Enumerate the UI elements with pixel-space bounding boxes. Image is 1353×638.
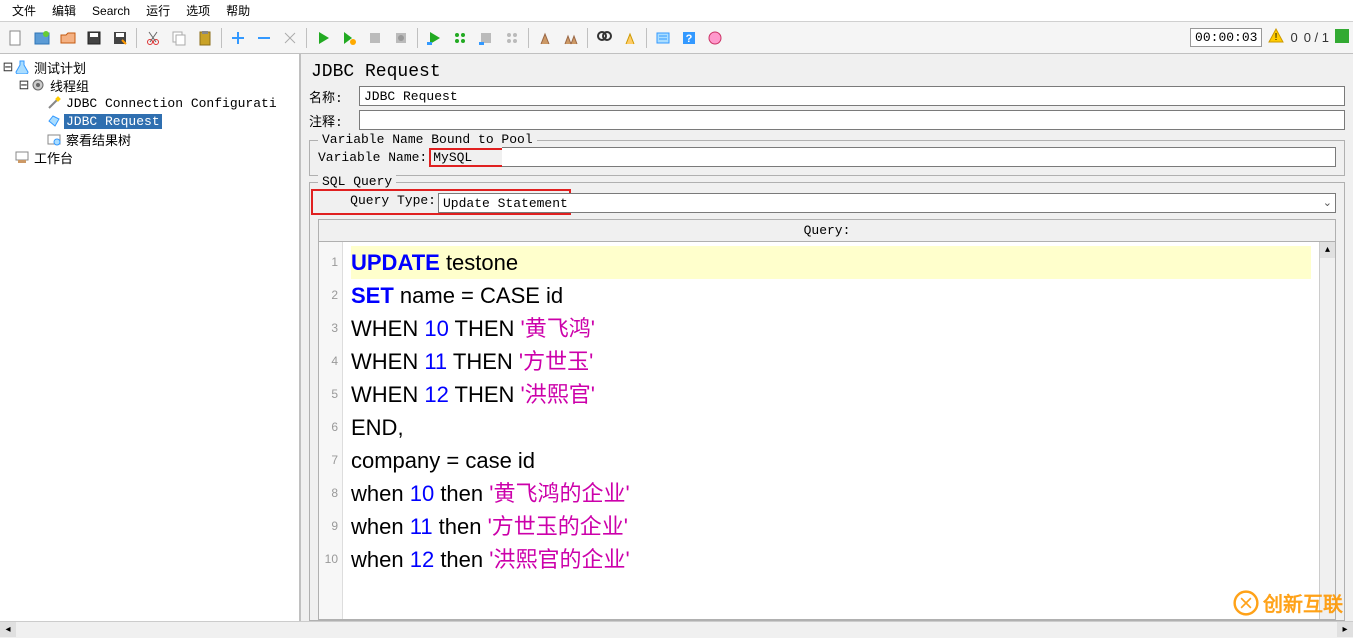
vertical-scrollbar[interactable]: ▴ — [1319, 242, 1335, 619]
panel-title: JDBC Request — [301, 54, 1353, 86]
remote-start-all-icon[interactable] — [448, 26, 472, 50]
scroll-right-icon[interactable]: ▸ — [1337, 622, 1353, 637]
templates-icon[interactable] — [30, 26, 54, 50]
save-icon[interactable] — [82, 26, 106, 50]
help-icon[interactable]: ? — [677, 26, 701, 50]
save-as-icon[interactable] — [108, 26, 132, 50]
shutdown-icon[interactable] — [389, 26, 413, 50]
workbench-icon — [14, 149, 30, 165]
toggle-icon[interactable] — [278, 26, 302, 50]
scroll-left-icon[interactable]: ◂ — [0, 622, 16, 637]
tree-spacer — [2, 150, 14, 165]
svg-text:?: ? — [686, 33, 693, 45]
comment-label: 注释: — [309, 111, 359, 130]
warning-icon: ! — [1268, 28, 1284, 47]
tree-thread-group[interactable]: 线程组 — [48, 76, 91, 95]
paste-icon[interactable] — [193, 26, 217, 50]
listener-icon — [46, 131, 62, 147]
stop-icon[interactable] — [363, 26, 387, 50]
code-area[interactable]: UPDATE testoneSET name = CASE idWHEN 10 … — [343, 242, 1319, 619]
scroll-up-icon[interactable]: ▴ — [1320, 242, 1335, 258]
config-icon — [46, 95, 62, 111]
query-type-label: Query Type: — [318, 193, 436, 213]
reset-search-icon[interactable] — [618, 26, 642, 50]
menu-help[interactable]: 帮助 — [218, 0, 258, 21]
menu-search[interactable]: Search — [84, 2, 138, 20]
remote-start-icon[interactable] — [422, 26, 446, 50]
svg-text:!: ! — [1275, 32, 1278, 43]
tree-toggle-icon[interactable]: ⊟ — [2, 60, 14, 75]
remote-stop-icon[interactable] — [474, 26, 498, 50]
element-editor: JDBC Request 名称: 注释: Variable Name Bound… — [300, 54, 1353, 621]
run-no-pause-icon[interactable] — [337, 26, 361, 50]
tree-toggle-icon[interactable]: ⊟ — [18, 78, 30, 93]
sql-editor[interactable]: 12345678910 UPDATE testoneSET name = CAS… — [318, 241, 1336, 620]
cut-icon[interactable] — [141, 26, 165, 50]
tree-item-jdbc-config[interactable]: JDBC Connection Configurati — [64, 96, 279, 111]
variable-name-fieldset: Variable Name Bound to Pool Variable Nam… — [309, 140, 1345, 176]
sampler-icon — [46, 113, 62, 129]
name-input[interactable] — [359, 86, 1345, 106]
clear-all-icon[interactable] — [559, 26, 583, 50]
tree-item-results-tree[interactable]: 察看结果树 — [64, 130, 133, 149]
expand-icon[interactable] — [226, 26, 250, 50]
name-label: 名称: — [309, 87, 359, 106]
clear-icon[interactable] — [533, 26, 557, 50]
variable-name-input[interactable] — [502, 147, 1336, 167]
open-icon[interactable] — [56, 26, 80, 50]
tree-root[interactable]: 测试计划 — [32, 58, 88, 77]
comment-input[interactable] — [359, 110, 1345, 130]
tree-item-jdbc-request[interactable]: JDBC Request — [64, 114, 162, 129]
query-header: Query: — [318, 219, 1336, 241]
test-plan-tree[interactable]: ⊟ 测试计划 ⊟ 线程组 JDBC Connection Configurati… — [0, 54, 300, 621]
tree-workbench[interactable]: 工作台 — [32, 148, 75, 167]
variable-legend: Variable Name Bound to Pool — [318, 132, 537, 147]
thread-counter: 0 / 1 — [1304, 30, 1329, 45]
warning-count: 0 — [1290, 30, 1297, 45]
horizontal-scrollbar[interactable]: ◂ ▸ — [0, 621, 1353, 637]
copy-icon[interactable] — [167, 26, 191, 50]
plugin-icon[interactable] — [703, 26, 727, 50]
variable-name-label: Variable Name: — [318, 150, 427, 165]
variable-name-value-display: MySQL — [433, 150, 472, 165]
beaker-icon — [14, 59, 30, 75]
sql-query-fieldset: SQL Query Query Type: ⌄ Query: 123456789… — [309, 182, 1345, 621]
line-gutter: 12345678910 — [319, 242, 343, 619]
new-icon[interactable] — [4, 26, 28, 50]
toolbar: ? 00:00:03 ! 0 0 / 1 — [0, 22, 1353, 54]
menu-run[interactable]: 运行 — [138, 0, 178, 21]
menu-bar: 文件 编辑 Search 运行 选项 帮助 — [0, 0, 1353, 22]
sql-legend: SQL Query — [318, 174, 396, 189]
elapsed-time: 00:00:03 — [1190, 28, 1262, 47]
highlight-box: MySQL — [429, 148, 504, 167]
collapse-icon[interactable] — [252, 26, 276, 50]
query-type-select[interactable] — [438, 193, 1336, 213]
thread-group-icon — [30, 77, 46, 93]
function-helper-icon[interactable] — [651, 26, 675, 50]
status-indicator-icon — [1335, 29, 1349, 46]
remote-stop-all-icon[interactable] — [500, 26, 524, 50]
menu-edit[interactable]: 编辑 — [44, 0, 84, 21]
menu-file[interactable]: 文件 — [4, 0, 44, 21]
run-icon[interactable] — [311, 26, 335, 50]
menu-options[interactable]: 选项 — [178, 0, 218, 21]
search-tb-icon[interactable] — [592, 26, 616, 50]
